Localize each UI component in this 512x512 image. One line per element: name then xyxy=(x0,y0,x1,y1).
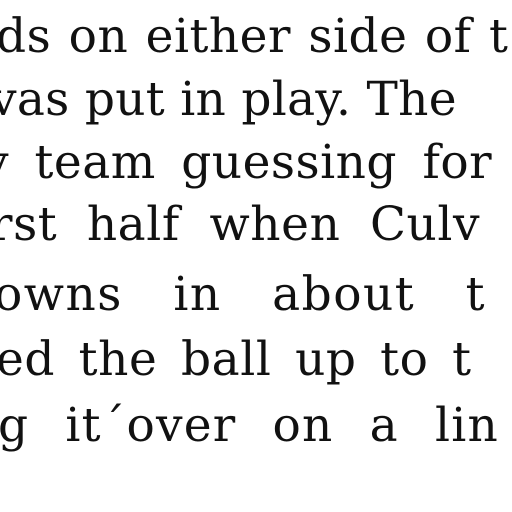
text-line-2: vas put in play. The xyxy=(0,72,457,127)
text-line-4: rst half when Culv xyxy=(0,197,481,252)
text-line-1: ds on either side of t xyxy=(0,9,509,64)
text-line-5: owns in about t xyxy=(0,267,486,322)
text-line-6: ed the ball up to t xyxy=(0,332,472,387)
text-line-7: g it´over on a lin xyxy=(0,398,499,453)
text-line-3: y team guessing for xyxy=(0,135,493,190)
